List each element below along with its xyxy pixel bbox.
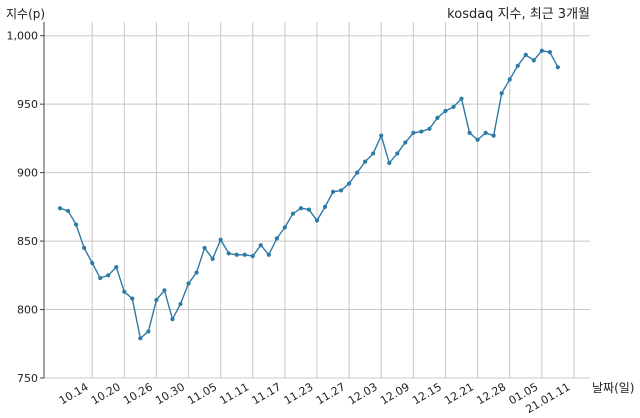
data-point xyxy=(210,256,215,261)
x-tick-label: 10.30 xyxy=(153,380,187,407)
data-point xyxy=(427,126,432,131)
data-point xyxy=(218,237,223,242)
data-point xyxy=(154,297,159,303)
y-tick-label: 1,000 xyxy=(7,30,39,43)
data-point xyxy=(314,218,320,223)
x-tick-label: 11.11 xyxy=(217,380,251,407)
data-point xyxy=(459,96,464,101)
data-point xyxy=(178,301,183,307)
data-point xyxy=(282,225,287,230)
data-point xyxy=(451,104,456,109)
data-point xyxy=(363,159,368,164)
data-point xyxy=(403,140,408,145)
data-point xyxy=(186,281,191,286)
data-point xyxy=(65,208,71,214)
data-point xyxy=(379,133,384,138)
x-tick-label: 10.14 xyxy=(57,380,91,407)
data-point xyxy=(57,206,63,211)
data-point xyxy=(138,336,143,341)
y-axis-ticks: 750 800 850 900 950 1,000 xyxy=(7,30,44,385)
x-tick-label: 12.21 xyxy=(442,380,476,407)
data-point xyxy=(242,252,247,257)
data-point xyxy=(250,254,255,259)
data-point xyxy=(547,50,552,55)
x-tick-label: 11.27 xyxy=(314,380,348,407)
data-point xyxy=(234,252,239,257)
x-axis-ticks: 10.1410.2010.2610.3011.0511.1111.1711.23… xyxy=(57,380,573,416)
data-point xyxy=(146,329,151,334)
data-point xyxy=(258,243,263,248)
data-point xyxy=(170,317,175,322)
y-tick-label: 950 xyxy=(17,98,38,111)
data-point xyxy=(531,58,536,63)
x-tick-label: 12.28 xyxy=(474,380,508,407)
data-point xyxy=(202,245,207,251)
y-tick-label: 750 xyxy=(17,372,38,385)
data-point xyxy=(411,130,416,136)
x-tick-label: 10.20 xyxy=(89,380,123,407)
data-point xyxy=(82,245,87,251)
x-tick-label: 10.26 xyxy=(121,380,155,407)
data-point xyxy=(523,52,528,57)
chart-title: kosdaq 지수, 최근 3개월 xyxy=(447,7,590,22)
y-tick-label: 900 xyxy=(17,167,38,180)
y-tick-label: 850 xyxy=(17,235,38,248)
y-axis-title: 지수(p) xyxy=(6,7,45,21)
data-point xyxy=(322,204,328,209)
series-group xyxy=(57,48,560,341)
data-point xyxy=(419,129,424,134)
data-point xyxy=(443,108,448,114)
x-tick-label: 12.03 xyxy=(346,380,380,407)
data-point xyxy=(355,170,360,175)
data-point xyxy=(435,115,440,120)
data-point xyxy=(387,160,392,166)
data-point xyxy=(114,264,119,270)
data-point xyxy=(194,270,199,275)
data-point xyxy=(90,260,95,266)
y-tick-label: 800 xyxy=(17,304,38,317)
data-point xyxy=(395,151,400,156)
x-tick-label: 12.09 xyxy=(378,380,412,407)
x-tick-label: 12.15 xyxy=(410,380,444,407)
x-tick-label: 11.05 xyxy=(185,380,219,407)
data-point xyxy=(555,65,560,70)
data-point xyxy=(330,189,336,194)
x-tick-label: 11.17 xyxy=(250,380,284,407)
data-point xyxy=(74,222,79,227)
series-line xyxy=(59,49,559,340)
data-point xyxy=(122,289,127,294)
data-point xyxy=(507,77,512,82)
data-point xyxy=(98,275,103,281)
data-point xyxy=(467,130,472,136)
data-point xyxy=(266,252,271,257)
data-point xyxy=(491,133,496,138)
data-point xyxy=(338,188,344,193)
data-point xyxy=(483,130,488,136)
data-point xyxy=(298,206,304,211)
data-point xyxy=(162,288,167,293)
data-point xyxy=(290,211,296,216)
data-point xyxy=(306,207,312,212)
data-point xyxy=(371,151,376,156)
grid xyxy=(44,22,590,379)
data-point xyxy=(499,91,504,96)
data-point xyxy=(515,63,520,68)
data-point xyxy=(539,48,544,53)
x-tick-label: 11.23 xyxy=(282,380,316,407)
data-point xyxy=(347,181,352,186)
data-point xyxy=(130,296,135,301)
data-point xyxy=(106,273,111,278)
data-point xyxy=(226,251,231,256)
data-point xyxy=(475,137,480,142)
data-point xyxy=(274,236,279,241)
x-axis-title: 날짜(일) xyxy=(592,381,634,395)
